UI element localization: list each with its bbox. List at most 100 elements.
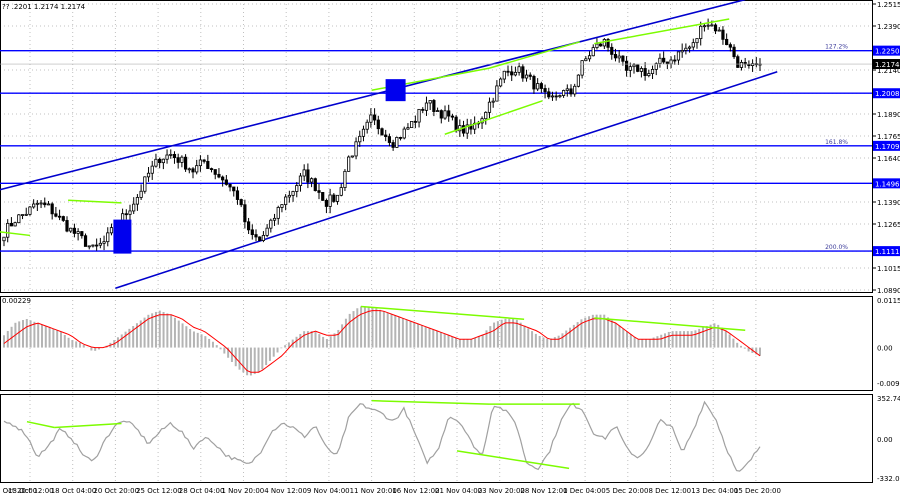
candle: [513, 66, 518, 77]
candle: [250, 224, 254, 240]
candle: [617, 49, 621, 63]
candle: [550, 91, 555, 101]
candle: [87, 245, 91, 250]
candle: [410, 121, 414, 129]
date-tick-label: 1 Dec 04:00: [563, 487, 606, 495]
candle: [687, 45, 692, 53]
candle: [680, 43, 684, 58]
candle: [235, 186, 240, 205]
cci-line: [3, 400, 761, 472]
candle: [576, 74, 581, 88]
candle: [676, 51, 681, 66]
candle: [706, 18, 710, 30]
candle: [395, 136, 399, 148]
candle: [421, 107, 425, 114]
macd-header-value: 0.00229: [2, 297, 31, 305]
candle: [17, 214, 21, 224]
date-tick-label: 5 Dec 20:00: [606, 487, 649, 495]
date-tick-label: 13 Dec 04:00: [691, 487, 738, 495]
candle: [258, 236, 262, 241]
candle: [591, 44, 595, 57]
level-price-label: 1.1496: [875, 180, 900, 188]
candle: [232, 186, 236, 197]
candle: [565, 84, 569, 97]
candle: [239, 198, 243, 208]
candle: [165, 149, 169, 164]
candle: [380, 127, 384, 136]
candle: [647, 69, 651, 78]
date-tick-label: 21 Nov 04:00: [435, 487, 482, 495]
candle: [684, 43, 688, 55]
candle: [9, 217, 14, 227]
candle: [613, 48, 618, 62]
candle: [484, 111, 488, 125]
candle: [461, 120, 466, 137]
candle: [654, 62, 658, 76]
candle: [261, 231, 266, 243]
price-tick-label: 1.1765: [877, 133, 900, 141]
candle: [413, 115, 417, 129]
date-tick-label: 4 Nov 12:00: [264, 487, 307, 495]
candle: [510, 65, 514, 82]
candle: [83, 233, 88, 247]
cci-tick-label: 0.00: [877, 436, 893, 444]
candle: [699, 21, 703, 46]
candle: [624, 56, 629, 77]
level-price-label: 1.1111: [875, 248, 900, 256]
current-price-box: [873, 59, 900, 70]
price-divergence-line: [68, 199, 122, 204]
candle: [302, 164, 306, 182]
candle: [24, 207, 28, 216]
candle: [161, 158, 165, 170]
candle: [417, 108, 421, 128]
price-tick-label: 1.1015: [877, 265, 900, 273]
candle: [439, 109, 443, 124]
date-tick-label: 15 Dec 20:00: [734, 487, 781, 495]
candle: [109, 223, 114, 236]
price-tick-label: 1.1265: [877, 221, 900, 229]
level-price-label: 1.1709: [875, 143, 900, 151]
candle: [243, 199, 247, 229]
ohlc-header: ?? .2201 1.2174 1.2174: [2, 3, 86, 11]
candle: [276, 205, 280, 225]
candle: [725, 33, 729, 46]
pane-border: [0, 296, 873, 391]
candle: [198, 155, 203, 172]
candle: [365, 119, 369, 134]
candle: [32, 199, 36, 209]
candle: [246, 217, 251, 234]
candle: [35, 200, 39, 211]
candle: [176, 153, 180, 169]
candle: [739, 59, 744, 71]
date-tick-label: 16 Nov 12:00: [392, 487, 439, 495]
date-tick-label: 28 Oct 04:00: [179, 487, 225, 495]
macd-signal-line: [3, 310, 761, 373]
candle: [506, 65, 510, 77]
price-candles: 1.2174: [0, 18, 900, 251]
candle: [154, 153, 158, 168]
candle: [213, 169, 217, 180]
candle: [317, 183, 321, 200]
candle: [209, 167, 214, 173]
candle: [6, 219, 10, 243]
candle: [517, 62, 521, 76]
candle: [61, 215, 65, 222]
date-tick-label: 28 Nov 12:00: [520, 487, 567, 495]
fib-label: 200.0%: [825, 244, 848, 251]
candle: [206, 154, 210, 169]
cci-tick-label: -332.09: [877, 475, 900, 483]
candle: [328, 188, 332, 214]
candle: [169, 149, 173, 159]
candle: [376, 115, 380, 135]
candle: [491, 97, 495, 108]
candle: [124, 209, 128, 220]
candle: [280, 204, 284, 213]
candle: [539, 81, 543, 93]
signal-box: [385, 79, 406, 102]
candle: [306, 163, 310, 189]
candle: [358, 130, 362, 147]
candle: [628, 62, 632, 78]
candle: [143, 176, 147, 194]
